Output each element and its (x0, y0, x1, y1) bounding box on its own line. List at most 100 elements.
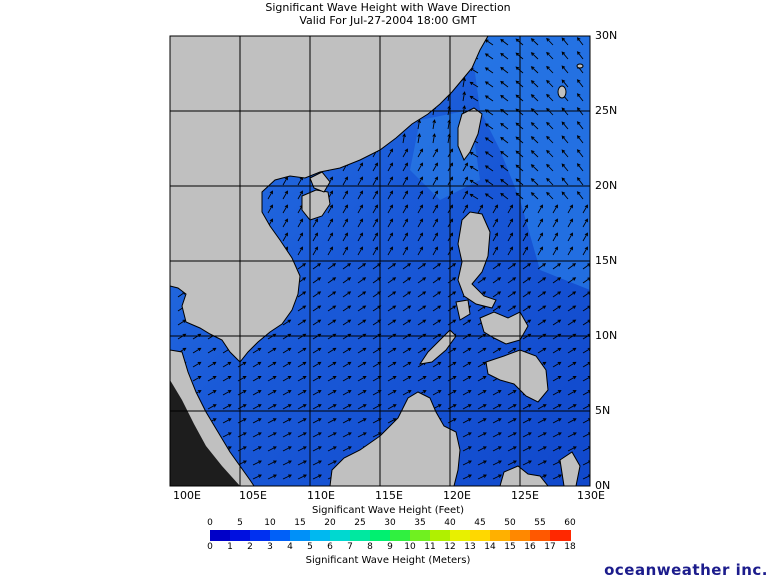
wave-arrow (387, 246, 393, 256)
wave-arrow (537, 460, 547, 466)
sea-light-patch (470, 36, 590, 290)
colorbar-segment (530, 530, 551, 541)
wave-arrow (552, 218, 558, 228)
wave-arrow (237, 390, 247, 396)
wave-arrow (312, 460, 322, 466)
wave-arrow (500, 136, 509, 144)
wave-arrow (546, 177, 554, 186)
lon-tick-125e: 125E (511, 489, 539, 502)
wave-arrow (492, 246, 498, 256)
wave-arrow (546, 65, 554, 74)
colorbar-segment (210, 530, 231, 541)
wave-arrow (357, 305, 367, 312)
wave-arrow (567, 432, 577, 438)
wave-arrow (561, 149, 569, 158)
wave-arrow (357, 390, 367, 396)
wave-arrow (297, 390, 307, 396)
meter-tick-label: 17 (544, 542, 556, 552)
wave-arrow (530, 122, 539, 130)
wave-arrow (537, 319, 547, 326)
meter-tick-label: 4 (287, 542, 293, 552)
wave-arrow (576, 79, 584, 88)
scale-feet-title: Significant Wave Height (Feet) (311, 505, 465, 516)
feet-tick-label: 15 (294, 518, 306, 528)
colorbar-segment (550, 530, 571, 541)
wave-arrow (469, 165, 479, 172)
meter-tick-label: 14 (484, 542, 496, 552)
wave-arrow (312, 446, 322, 452)
brand-logo: oceanweather inc. (604, 561, 768, 579)
wave-arrow (530, 150, 539, 158)
feet-tick-label: 5 (237, 518, 243, 528)
wave-arrow (432, 148, 438, 158)
wave-arrow (530, 192, 539, 200)
wave-arrow (576, 191, 584, 200)
grid (170, 36, 590, 486)
wave-arrow (576, 51, 584, 60)
wave-arrow (267, 446, 277, 452)
wave-arrow (372, 232, 378, 242)
lon-tick-115e: 115E (375, 489, 403, 502)
lon-tick-110e: 110E (307, 489, 335, 502)
wave-arrow (492, 204, 498, 214)
wave-arrow (402, 148, 408, 158)
wave-arrow (387, 176, 393, 186)
wave-arrow (252, 446, 262, 452)
feet-tick-label: 55 (534, 518, 546, 528)
wave-arrow (561, 121, 569, 130)
meter-tick-label: 5 (307, 542, 313, 552)
wave-arrow (432, 190, 438, 200)
wave-arrow (462, 361, 472, 368)
wave-arrow (297, 305, 307, 312)
wave-arrow (567, 305, 577, 312)
wave-arrow (267, 390, 277, 396)
wave-arrow (492, 390, 502, 396)
wave-arrow (357, 291, 367, 298)
wave-arrow (357, 263, 367, 270)
wave-arrow (282, 176, 288, 186)
wave-arrow (417, 204, 423, 214)
wave-arrow (552, 474, 562, 480)
wave-arrow (312, 305, 322, 312)
wave-arrow (402, 232, 408, 242)
wave-arrow (546, 121, 554, 130)
luzon (457, 211, 497, 309)
wave-arrow (417, 218, 423, 228)
wave-arrow (267, 474, 277, 480)
wave-arrow (417, 232, 423, 242)
wave-arrow (432, 246, 438, 256)
wave-arrow (237, 361, 247, 368)
wave-arrow (477, 404, 487, 410)
wave-arrow (312, 232, 318, 242)
sulawesi (499, 465, 549, 486)
wave-arrow (402, 319, 412, 326)
wave-arrow (477, 460, 487, 466)
wave-arrow (462, 418, 472, 424)
wave-arrow (552, 418, 562, 424)
wave-arrow (342, 246, 348, 256)
wave-arrow (402, 376, 412, 382)
wave-arrow (417, 190, 423, 200)
wave-arrow (192, 376, 202, 382)
wave-arrow (552, 305, 562, 312)
wave-arrow (484, 67, 494, 74)
wave-arrow (342, 347, 352, 354)
wave-arrow (561, 107, 569, 116)
wave-arrow (477, 347, 487, 354)
wave-arrow (462, 404, 472, 410)
wave-arrow (522, 277, 532, 284)
map-frame (169, 35, 591, 487)
wave-arrow (484, 137, 494, 144)
wave-arrow (576, 93, 584, 102)
wave-arrow (567, 291, 577, 298)
wave-arrow (546, 163, 554, 172)
wave-arrow (372, 162, 378, 172)
wave-arrow (297, 263, 307, 270)
wave-arrow (327, 376, 337, 382)
mindanao (485, 349, 549, 403)
feet-tick-label: 50 (504, 518, 516, 528)
wave-arrow (537, 204, 543, 214)
wave-arrow (500, 52, 509, 60)
wave-arrow (387, 291, 397, 298)
wave-arrow (507, 347, 517, 354)
